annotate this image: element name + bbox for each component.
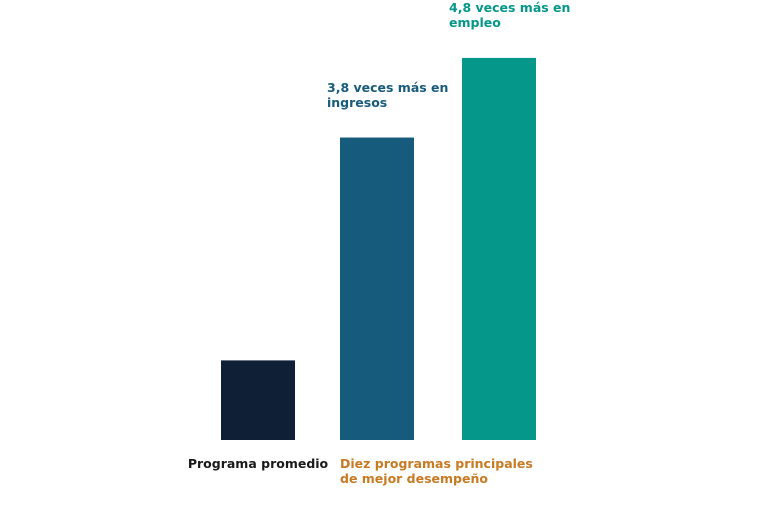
bar [221, 360, 295, 440]
bar-annotation: 3,8 veces más en ingresos [327, 79, 449, 110]
x-category-label: Programa promedio [187, 456, 329, 471]
bar [462, 57, 536, 441]
bar [340, 137, 414, 440]
bar-annotation: 4,8 veces más en empleo [449, 0, 571, 30]
x-category-label: Diez programas principales de mejor dese… [340, 456, 533, 486]
